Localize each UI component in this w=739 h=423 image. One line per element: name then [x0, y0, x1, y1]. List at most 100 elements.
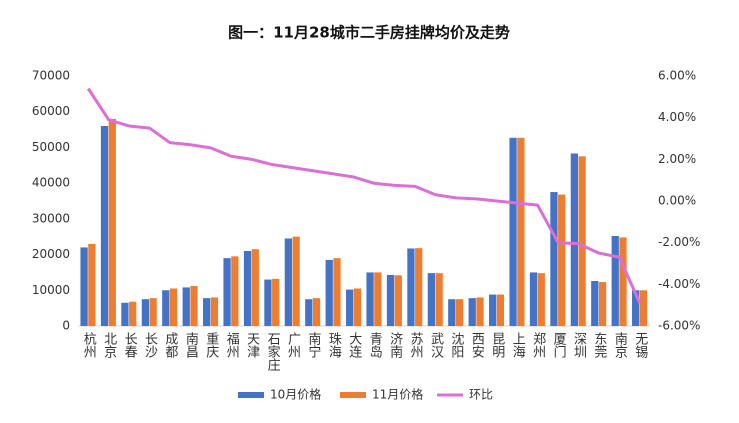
bar — [272, 278, 280, 326]
bar — [141, 299, 149, 326]
x-tick-label: 杭州 — [81, 332, 97, 358]
legend-label: 11月价格 — [372, 387, 423, 402]
x-tick-label: 无锡 — [632, 332, 648, 358]
bar — [149, 298, 157, 326]
bar — [386, 274, 395, 326]
legend-swatch — [340, 392, 366, 398]
x-tick-label: 北京 — [101, 332, 117, 358]
y-tick-label: 30000 — [32, 211, 70, 225]
y-tick-label: 40000 — [32, 176, 70, 190]
y-tick-label: 20000 — [32, 247, 70, 261]
y2-tick-label: 2.00% — [658, 152, 696, 166]
chart-title: 图一：11月28城市二手房挂牌均价及走势 — [228, 24, 510, 42]
y2-tick-label: 0.00% — [658, 194, 696, 208]
x-tick-label: 厦门 — [551, 332, 567, 358]
bar — [88, 243, 96, 326]
bar — [169, 288, 178, 326]
legend-label: 环比 — [469, 388, 493, 402]
bar — [415, 248, 423, 326]
bar — [509, 137, 517, 326]
y-tick-label: 0 — [62, 319, 70, 333]
bar — [394, 275, 402, 326]
bar — [619, 237, 627, 326]
bar — [264, 279, 272, 326]
bar — [210, 297, 219, 326]
x-tick-label: 苏州 — [408, 331, 424, 358]
bar — [448, 299, 456, 326]
bar — [203, 298, 211, 326]
x-tick-label: 沈阳 — [448, 332, 464, 358]
bar — [476, 297, 484, 326]
bar — [639, 290, 648, 326]
x-tick-label: 东莞 — [591, 332, 607, 359]
x-tick-label: 西安 — [469, 332, 485, 358]
y2-tick-label: 4.00% — [658, 110, 696, 124]
x-tick-label: 南京 — [612, 331, 628, 358]
bar — [223, 258, 231, 326]
bar — [550, 192, 558, 326]
bar — [333, 258, 341, 326]
bar — [325, 259, 333, 326]
y2-tick-label: -2.00% — [658, 235, 700, 249]
x-tick-label: 天津 — [244, 332, 260, 358]
y-tick-label: 50000 — [32, 140, 70, 154]
x-tick-label: 上海 — [510, 332, 526, 358]
bar — [489, 294, 497, 326]
x-tick-label: 南宁 — [305, 331, 321, 358]
bar — [100, 126, 109, 326]
x-tick-label: 深圳 — [571, 332, 587, 358]
bar — [243, 251, 252, 326]
x-tick-label: 广州 — [285, 332, 301, 358]
x-tick-label: 南昌 — [183, 331, 199, 358]
bar — [570, 153, 578, 326]
x-tick-label: 福州 — [224, 332, 240, 358]
bar — [312, 298, 321, 326]
x-tick-label: 重庆 — [203, 331, 219, 358]
x-tick-label: 长沙 — [142, 332, 158, 358]
x-tick-label: 大连 — [346, 332, 362, 359]
bar — [80, 247, 88, 326]
bar — [231, 256, 239, 326]
x-tick-label: 珠海 — [326, 332, 342, 358]
legend-label: 10月价格 — [270, 387, 321, 402]
bar — [353, 288, 362, 326]
y2-tick-label: -4.00% — [658, 277, 700, 291]
bar — [427, 273, 435, 326]
bar — [529, 272, 538, 326]
bar — [537, 273, 545, 326]
line — [86, 87, 642, 304]
bar — [598, 282, 607, 326]
bar — [517, 137, 525, 326]
x-tick-label: 郑州 — [530, 332, 546, 358]
x-tick-label: 武汉 — [428, 332, 444, 358]
bar — [366, 272, 374, 326]
y2-tick-label: 6.00% — [658, 69, 696, 83]
bar — [558, 194, 566, 326]
bar — [632, 290, 640, 326]
x-tick-label: 石家庄 — [265, 332, 281, 372]
bar — [190, 286, 198, 326]
bar — [292, 236, 300, 326]
x-tick-label: 成都 — [162, 332, 178, 358]
bar — [455, 299, 464, 326]
x-tick-label: 昆明 — [489, 332, 504, 359]
bar — [496, 294, 505, 326]
x-tick-label: 济南 — [387, 332, 403, 358]
y-tick-label: 70000 — [32, 69, 70, 83]
bar — [182, 287, 190, 326]
bar — [435, 273, 443, 326]
bar — [305, 299, 313, 326]
x-tick-label: 青岛 — [367, 332, 383, 358]
x-tick-label: 长春 — [122, 332, 138, 358]
bar — [108, 118, 116, 326]
bar — [591, 281, 599, 326]
bar — [284, 238, 292, 326]
bar — [129, 301, 137, 326]
bar — [468, 298, 476, 326]
bar — [374, 272, 382, 326]
y-tick-label: 10000 — [32, 283, 70, 297]
bar — [121, 302, 129, 326]
bar — [251, 249, 259, 326]
y-tick-label: 60000 — [32, 104, 70, 118]
